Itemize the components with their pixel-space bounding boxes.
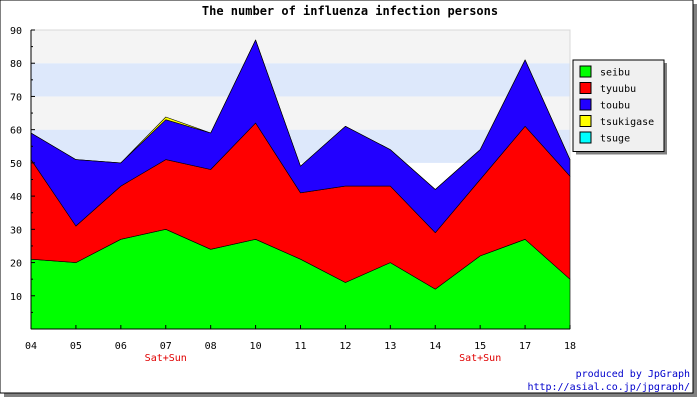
legend: seibu tyuubu toubu tsukigase tsuge — [572, 59, 667, 155]
legend-label-tsukigase: tsukigase — [600, 117, 654, 128]
y-tick-label: 50 — [10, 159, 22, 170]
legend-swatch-toubu — [579, 98, 592, 111]
y-tick-label: 10 — [10, 292, 22, 303]
x-tick-label: 11 — [294, 341, 306, 352]
x-tick-label: 08 — [205, 341, 217, 352]
x-tick-label: 17 — [519, 341, 531, 352]
produced-by-credit: produced by JpGraph — [576, 369, 690, 380]
y-tick-label: 30 — [10, 225, 22, 236]
chart-title: The number of influenza infection person… — [202, 4, 498, 18]
y-tick-label: 90 — [10, 26, 22, 37]
stacked-areas — [30, 39, 571, 330]
y-tick-label: 80 — [10, 59, 22, 70]
x-tick-label: 15 — [474, 341, 486, 352]
x-tick-label: 14 — [429, 341, 441, 352]
y-tick-label: 40 — [10, 192, 22, 203]
y-tick-label: 70 — [10, 92, 22, 103]
x-tick-label: 13 — [384, 341, 396, 352]
legend-swatch-tsuge — [579, 131, 592, 144]
x-tick-label: 06 — [115, 341, 127, 352]
legend-label-tyuubu: tyuubu — [600, 84, 636, 95]
series-area-tsukigase — [30, 39, 571, 190]
x-tick-label: 07 — [160, 341, 172, 352]
legend-label-seibu: seibu — [600, 68, 630, 79]
grid-band — [31, 30, 570, 64]
x-sub-label: Sat+Sun — [145, 353, 187, 364]
grid-band — [31, 63, 570, 97]
legend-label-toubu: toubu — [600, 101, 630, 112]
y-tick-label: 20 — [10, 259, 22, 270]
x-sub-label: Sat+Sun — [459, 353, 501, 364]
legend-swatch-seibu — [579, 65, 592, 78]
legend-label-tsuge: tsuge — [600, 134, 630, 145]
y-tick-label: 60 — [10, 126, 22, 137]
grid-band — [31, 96, 570, 130]
x-tick-label: 12 — [339, 341, 351, 352]
x-tick-label: 05 — [70, 341, 82, 352]
legend-swatch-tsukigase — [579, 115, 592, 127]
x-tick-label: 10 — [250, 341, 262, 352]
legend-swatch-tyuubu — [579, 82, 592, 94]
x-tick-label: 18 — [564, 341, 576, 352]
x-tick-label: 04 — [25, 341, 37, 352]
jpgraph-url-link[interactable]: http://asial.co.jp/jpgraph/ — [527, 382, 690, 393]
